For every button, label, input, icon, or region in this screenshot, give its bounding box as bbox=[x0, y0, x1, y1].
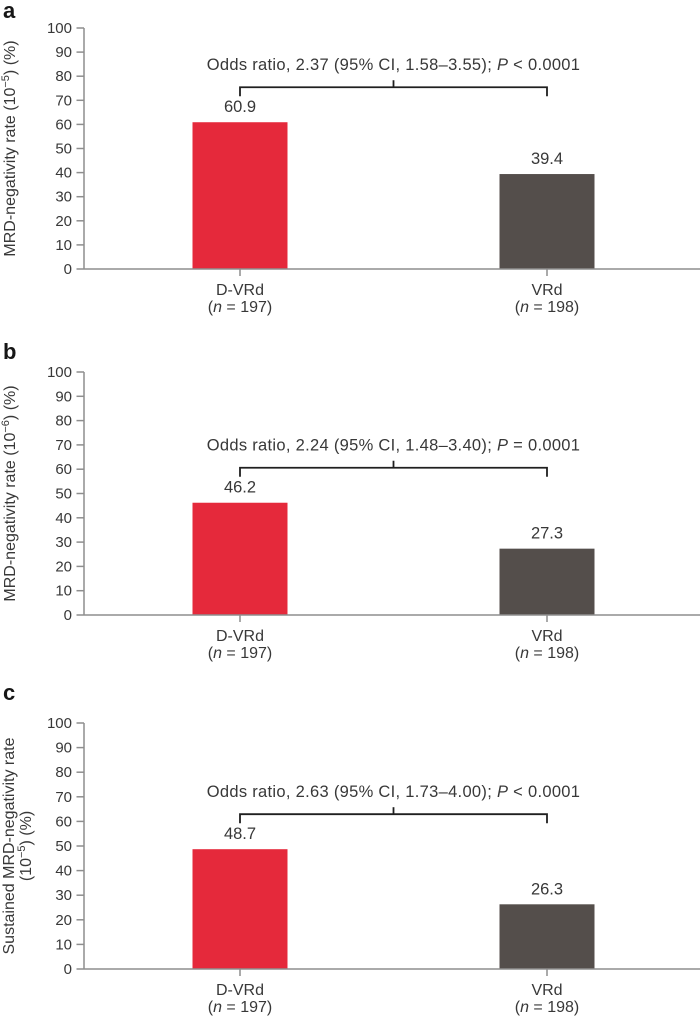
bar-d-vrd bbox=[192, 849, 288, 969]
x-category-n-label: (n = 198) bbox=[515, 999, 580, 1016]
y-tick-label: 80 bbox=[55, 68, 72, 85]
y-tick-label: 40 bbox=[55, 165, 72, 182]
bar-value-label: 39.4 bbox=[531, 150, 563, 168]
bar-d-vrd bbox=[192, 122, 288, 269]
panel-c: c 0 10 20 30 40 50 60 70 80 90 100 48.7 26.3 D-VRd (n … bbox=[0, 680, 700, 1019]
y-tick-label: 70 bbox=[55, 437, 72, 454]
y-tick-label: 30 bbox=[55, 534, 72, 551]
y-tick-label: 100 bbox=[47, 364, 72, 381]
y-tick-label: 70 bbox=[55, 789, 72, 806]
y-tick-label: 60 bbox=[55, 813, 72, 830]
y-tick-label: 0 bbox=[64, 961, 72, 978]
y-tick-label: 40 bbox=[55, 510, 72, 527]
y-tick-label: 10 bbox=[55, 237, 72, 254]
x-category-label: VRd bbox=[531, 282, 562, 299]
x-category-n-label: (n = 198) bbox=[515, 645, 580, 662]
bar-value-label: 48.7 bbox=[224, 825, 256, 843]
x-category-n-label: (n = 198) bbox=[515, 299, 580, 316]
y-tick-label: 60 bbox=[55, 116, 72, 133]
y-tick-label: 40 bbox=[55, 863, 72, 880]
y-tick-label: 70 bbox=[55, 92, 72, 109]
y-tick-label: 100 bbox=[47, 20, 72, 37]
panel-a-letter: a bbox=[3, 0, 16, 23]
y-tick-label: 10 bbox=[55, 936, 72, 953]
x-category-label: VRd bbox=[531, 628, 562, 645]
y-tick-label: 80 bbox=[55, 413, 72, 430]
comparison-bracket bbox=[239, 466, 548, 477]
bar-value-label: 46.2 bbox=[224, 479, 256, 497]
odds-ratio-annotation: Odds ratio, 2.24 (95% CI, 1.48–3.40); P … bbox=[207, 437, 581, 455]
odds-ratio-annotation: Odds ratio, 2.63 (95% CI, 1.73–4.00); P … bbox=[207, 783, 581, 801]
y-tick-label: 10 bbox=[55, 583, 72, 600]
odds-ratio-annotation: Odds ratio, 2.37 (95% CI, 1.58–3.55); P … bbox=[207, 56, 581, 74]
bar-vrd bbox=[499, 548, 595, 615]
y-tick-label: 20 bbox=[55, 558, 72, 575]
x-category-n-label: (n = 197) bbox=[208, 999, 273, 1016]
y-tick-label: 90 bbox=[55, 388, 72, 405]
y-tick-label: 100 bbox=[47, 715, 72, 732]
y-tick-label: 20 bbox=[55, 213, 72, 230]
bar-vrd bbox=[499, 174, 595, 269]
y-tick-label: 30 bbox=[55, 189, 72, 206]
x-category-label: D-VRd bbox=[216, 628, 264, 645]
y-axis-title: Sustained MRD-negativity rate bbox=[1, 737, 18, 954]
x-category-label: D-VRd bbox=[216, 982, 264, 999]
y-tick-label: 90 bbox=[55, 740, 72, 757]
panel-b-letter: b bbox=[3, 339, 17, 364]
bar-vrd bbox=[499, 904, 595, 969]
x-category-label: VRd bbox=[531, 982, 562, 999]
y-axis-title: (10−5) (%) bbox=[16, 811, 35, 881]
bar-value-label: 26.3 bbox=[531, 880, 563, 898]
y-tick-label: 50 bbox=[55, 141, 72, 158]
comparison-bracket bbox=[239, 86, 548, 97]
bar-value-label: 27.3 bbox=[531, 525, 563, 543]
panel-b: b 0 10 20 30 40 50 60 70 80 90 100 46.2 27.3 D-VRd (n … bbox=[0, 340, 700, 680]
x-category-label: D-VRd bbox=[216, 282, 264, 299]
y-tick-label: 90 bbox=[55, 44, 72, 61]
bar-value-label: 60.9 bbox=[224, 98, 256, 116]
y-tick-label: 20 bbox=[55, 912, 72, 929]
panel-a: a 0 10 20 30 40 50 60 70 80 90 100 60.9 39.4 D-VRd (n … bbox=[0, 0, 700, 340]
y-tick-label: 0 bbox=[64, 261, 72, 278]
y-tick-label: 0 bbox=[64, 607, 72, 624]
y-tick-label: 80 bbox=[55, 764, 72, 781]
y-tick-label: 50 bbox=[55, 838, 72, 855]
y-tick-label: 30 bbox=[55, 887, 72, 904]
x-category-n-label: (n = 197) bbox=[208, 299, 273, 316]
bar-d-vrd bbox=[192, 502, 288, 615]
y-axis-title: MRD-negativity rate (10−5) (%) bbox=[0, 40, 19, 256]
y-tick-label: 60 bbox=[55, 461, 72, 478]
panel-c-letter: c bbox=[3, 680, 16, 705]
comparison-bracket bbox=[239, 813, 548, 824]
x-category-n-label: (n = 197) bbox=[208, 645, 273, 662]
y-axis-title: MRD-negativity rate (10−6) (%) bbox=[0, 385, 19, 601]
y-tick-label: 50 bbox=[55, 486, 72, 503]
